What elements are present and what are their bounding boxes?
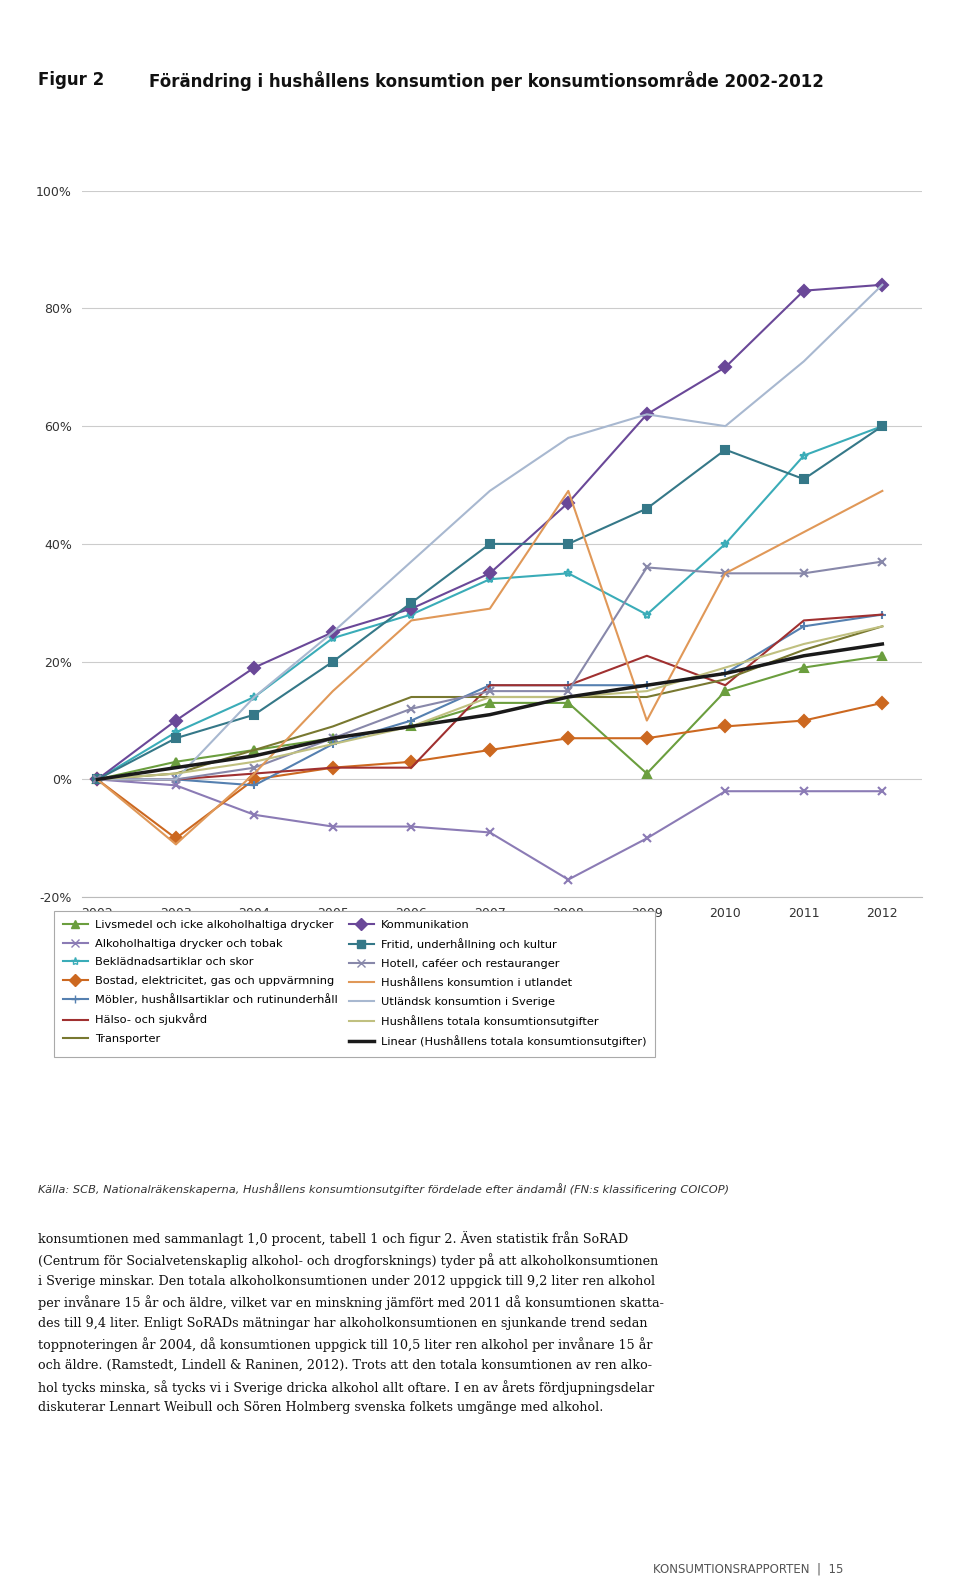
Text: Figur 2: Figur 2 xyxy=(38,71,105,89)
Legend: Livsmedel och icke alkoholhaltiga drycker, Alkoholhaltiga drycker och tobak, Bek: Livsmedel och icke alkoholhaltiga drycke… xyxy=(54,912,656,1056)
Text: KONSUMTIONSRAPPORTEN  |  15: KONSUMTIONSRAPPORTEN | 15 xyxy=(653,1563,843,1575)
Text: Källa: SCB, Nationalräkenskaperna, Hushållens konsumtionsutgifter fördelade efte: Källa: SCB, Nationalräkenskaperna, Hushå… xyxy=(38,1183,730,1194)
Text: konsumtionen med sammanlagt 1,0 procent, tabell 1 och figur 2. Även statistik fr: konsumtionen med sammanlagt 1,0 procent,… xyxy=(38,1231,664,1413)
Text: Förändring i hushållens konsumtion per konsumtionsområde 2002-2012: Förändring i hushållens konsumtion per k… xyxy=(149,71,824,92)
